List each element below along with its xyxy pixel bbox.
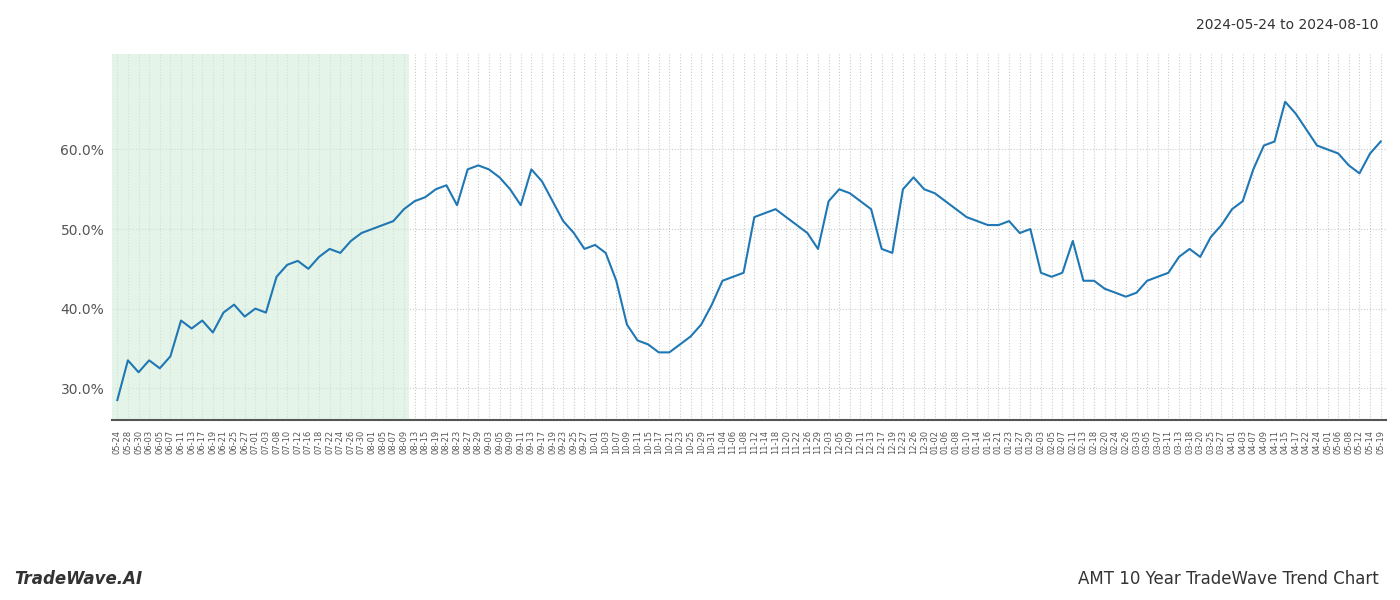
Bar — [112, 54, 409, 420]
Text: TradeWave.AI: TradeWave.AI — [14, 570, 143, 588]
Text: AMT 10 Year TradeWave Trend Chart: AMT 10 Year TradeWave Trend Chart — [1078, 570, 1379, 588]
Text: 2024-05-24 to 2024-08-10: 2024-05-24 to 2024-08-10 — [1197, 18, 1379, 32]
